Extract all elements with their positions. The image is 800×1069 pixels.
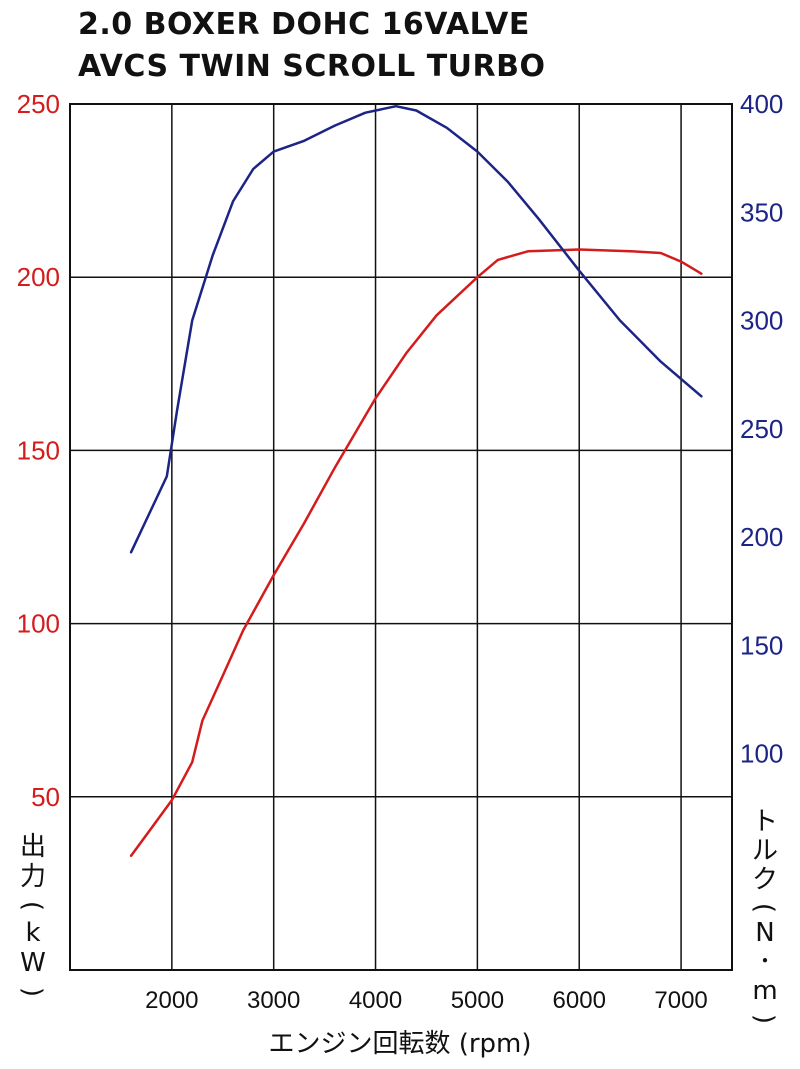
y-left-axis-label-char: ) bbox=[17, 987, 47, 997]
series-lines bbox=[129, 104, 703, 857]
right-tick-label: 300 bbox=[740, 306, 783, 336]
axis-labels: 出力 ( kW) トルク ( N･m) エンジン回転数 (rpm) bbox=[17, 807, 779, 1059]
right-tick-label: 350 bbox=[740, 197, 783, 227]
y-left-axis-label-char: 力 bbox=[20, 862, 46, 892]
y-left-axis-label-char: W bbox=[20, 948, 46, 978]
y-left-axis-label: 出力 ( kW) bbox=[17, 832, 47, 997]
right-tick-label: 150 bbox=[740, 630, 783, 660]
plot-frame bbox=[69, 103, 733, 971]
y-right-axis-label-char: m bbox=[752, 976, 777, 1006]
left-tick-label: 150 bbox=[17, 435, 60, 465]
right-tick-label: 250 bbox=[740, 414, 783, 444]
right-tick-label: 200 bbox=[740, 522, 783, 552]
axis-ticks: 50 100 150 200 250 100 150 200 250 300 350 400 2000 3… bbox=[17, 89, 784, 1014]
left-tick-label: 50 bbox=[31, 782, 60, 812]
y-left-axis-label-char: ( bbox=[17, 901, 47, 911]
chart-title-line-1: 2.0 BOXER DOHC 16VALVE bbox=[78, 7, 530, 42]
x-tick-label: 5000 bbox=[451, 987, 504, 1014]
grid-lines bbox=[70, 104, 732, 970]
torque-curve bbox=[129, 104, 703, 554]
chart-title: 2.0 BOXER DOHC 16VALVE AVCS TWIN SCROLL … bbox=[78, 4, 778, 88]
power-curve bbox=[129, 248, 703, 857]
y-right-axis-label: トルク ( N･m) bbox=[749, 807, 779, 1024]
x-tick-label: 7000 bbox=[654, 987, 707, 1014]
right-tick-label: 400 bbox=[740, 89, 783, 119]
x-tick-label: 3000 bbox=[247, 987, 300, 1014]
y-right-axis-label-char: ･ bbox=[758, 947, 771, 977]
y-right-axis-label-char: ( bbox=[749, 903, 779, 913]
y-right-axis-label-char: ク bbox=[752, 865, 778, 895]
chart-title-line-2: AVCS TWIN SCROLL TURBO bbox=[78, 49, 546, 84]
left-tick-label: 250 bbox=[17, 89, 60, 119]
y-right-axis-label-char: ) bbox=[749, 1014, 779, 1024]
x-tick-label: 6000 bbox=[553, 987, 606, 1014]
x-axis-label: エンジン回転数 (rpm) bbox=[268, 1029, 531, 1059]
left-tick-label: 100 bbox=[17, 609, 60, 639]
left-tick-label: 200 bbox=[17, 262, 60, 292]
right-tick-label: 100 bbox=[740, 739, 783, 769]
x-tick-label: 4000 bbox=[349, 987, 402, 1014]
y-right-axis-label-char: N bbox=[755, 918, 774, 948]
y-right-axis-label-char: ト bbox=[752, 807, 778, 837]
y-left-axis-label-char: 出 bbox=[20, 832, 46, 862]
x-tick-label: 2000 bbox=[145, 987, 198, 1014]
y-right-axis-label-char: ル bbox=[752, 836, 778, 866]
y-left-axis-label-char: k bbox=[25, 918, 40, 948]
